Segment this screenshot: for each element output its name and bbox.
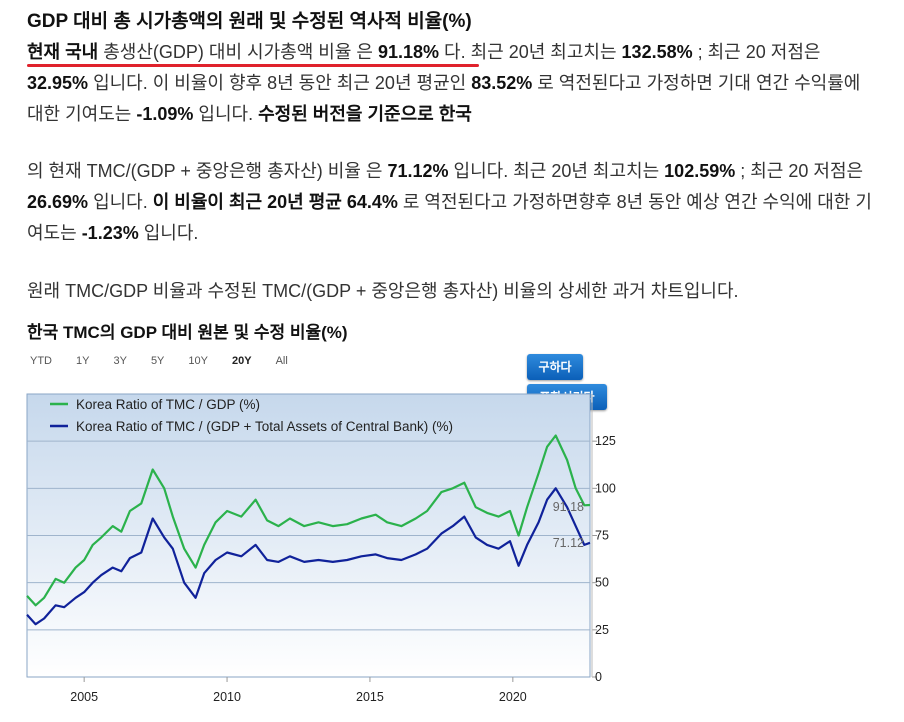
y-tick-label: 50 bbox=[595, 576, 609, 590]
contribution-value: -1.09% bbox=[136, 104, 194, 124]
text: 입니다. 이 비율이 향후 8년 동안 최근 20년 평균인 bbox=[88, 73, 472, 93]
legend-label-modified: Korea Ratio of TMC / (GDP + Total Assets… bbox=[76, 419, 453, 434]
text: 의 현재 TMC/(GDP + 중앙은행 총자산) 비율 은 bbox=[27, 161, 388, 181]
y-tick-label: 25 bbox=[595, 623, 609, 637]
contribution-value: -1.23% bbox=[81, 223, 139, 243]
y-tick-label: 0 bbox=[595, 670, 602, 684]
series-line-original bbox=[26, 434, 591, 607]
high-value: 132.58% bbox=[621, 42, 693, 62]
x-tick-label: 2005 bbox=[70, 690, 98, 704]
range-all[interactable]: All bbox=[275, 355, 288, 367]
high-value: 102.59% bbox=[664, 161, 736, 181]
value-label-original: 91.18 bbox=[553, 500, 584, 514]
page-title: GDP 대비 총 시가총액의 원래 및 수정된 역사적 비율(%) bbox=[27, 11, 472, 32]
current-ratio: 71.12% bbox=[387, 161, 449, 181]
buy-button[interactable]: 구하다 bbox=[527, 354, 583, 380]
range-ytd[interactable]: YTD bbox=[30, 355, 52, 367]
range-3y[interactable]: 3Y bbox=[113, 355, 127, 367]
intro-bold: 현재 국내 bbox=[27, 42, 99, 62]
average-value: 83.52% bbox=[471, 73, 533, 93]
text: 입니다. bbox=[88, 192, 153, 212]
paragraph-chart-intro: 원래 TMC/GDP 비율과 수정된 TMC/(GDP + 중앙은행 총자산) … bbox=[27, 281, 739, 301]
x-tick-label: 2010 bbox=[213, 690, 241, 704]
range-5y[interactable]: 5Y bbox=[150, 355, 165, 367]
low-value: 26.69% bbox=[27, 192, 89, 212]
range-selector: YTD 1Y 3Y 5Y 10Y 20Y All bbox=[30, 355, 312, 367]
text: 총생산(GDP) 대비 시가총액 비율 은 bbox=[98, 42, 378, 62]
red-underline bbox=[27, 64, 479, 67]
text: 로 역전된다고 가정하면향후 8년 동안 예상 연간 수익에 대한 기여도는 bbox=[27, 192, 872, 243]
text: 입니다. bbox=[193, 104, 259, 124]
tail-bold: 수정된 버전을 기준으로 한국 bbox=[258, 104, 472, 124]
chart-title: 한국 TMC의 GDP 대비 원본 및 수정 비율(%) bbox=[27, 323, 348, 342]
legend-label-original: Korea Ratio of TMC / GDP (%) bbox=[76, 397, 260, 412]
value-label-modified: 71.12 bbox=[553, 536, 584, 550]
paragraph-original-ratio: 현재 국내 총생산(GDP) 대비 시가총액 비율 은 91.18% 다. 최근… bbox=[27, 37, 877, 130]
text: 다. 최근 20년 최고치는 bbox=[439, 42, 622, 62]
average-bold: 이 비율이 최근 20년 평균 64.4% bbox=[152, 192, 398, 212]
text: 입니다. bbox=[138, 223, 199, 243]
y-tick-label: 75 bbox=[595, 529, 609, 543]
text: ; 최근 20 저점은 bbox=[735, 161, 864, 181]
text: 로 역전된다고 가정하면 기대 연간 수익률에 대한 기여도는 bbox=[27, 73, 861, 124]
current-ratio: 91.18% bbox=[377, 42, 440, 62]
paragraph-modified-ratio: 의 현재 TMC/(GDP + 중앙은행 총자산) 비율 은 71.12% 입니… bbox=[27, 156, 877, 249]
low-value: 32.95% bbox=[27, 73, 89, 93]
text: ; 최근 20 저점은 bbox=[692, 42, 821, 62]
y-tick-label: 125 bbox=[595, 434, 616, 448]
range-10y[interactable]: 10Y bbox=[188, 355, 208, 367]
range-1y[interactable]: 1Y bbox=[76, 355, 90, 367]
range-20y[interactable]: 20Y bbox=[231, 355, 252, 367]
series-line-modified bbox=[26, 487, 591, 626]
x-tick-label: 2020 bbox=[499, 690, 527, 704]
text: 입니다. 최근 20년 최고치는 bbox=[448, 161, 665, 181]
x-tick-label: 2015 bbox=[356, 690, 384, 704]
y-tick-label: 100 bbox=[595, 481, 616, 495]
